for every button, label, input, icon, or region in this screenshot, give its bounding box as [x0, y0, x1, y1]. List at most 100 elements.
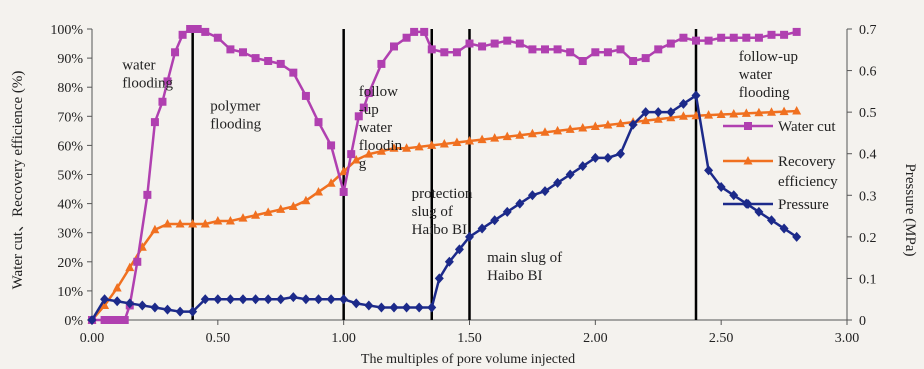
data-point: [654, 45, 663, 54]
data-point: [743, 199, 753, 209]
data-point: [678, 98, 688, 109]
data-point: [364, 89, 373, 98]
data-point: [578, 57, 587, 66]
data-point: [553, 45, 562, 54]
data-point: [678, 111, 688, 120]
annotation-line: water: [739, 67, 772, 83]
data-point: [364, 149, 374, 158]
data-point: [641, 107, 651, 118]
x-tick-label: 2.50: [709, 331, 734, 346]
data-point: [377, 59, 386, 68]
data-point: [188, 218, 198, 228]
data-point: [314, 186, 323, 196]
annotation-line: -up: [359, 102, 379, 118]
y-right-tick-label: 0.1: [859, 272, 877, 287]
data-point: [603, 120, 613, 129]
annotation-line: g: [359, 156, 367, 172]
data-point: [175, 306, 185, 317]
annotation-line: water: [359, 120, 392, 136]
data-point: [120, 316, 129, 324]
data-point: [478, 42, 487, 51]
annotation-line: floodin: [359, 138, 403, 154]
legend: Water cut Recovery efficiency Pressure: [723, 119, 838, 213]
data-point: [641, 54, 650, 63]
data-point: [717, 33, 726, 42]
data-point: [729, 108, 739, 118]
data-point: [704, 165, 714, 176]
data-point: [515, 198, 525, 209]
data-point: [226, 45, 235, 54]
data-point: [603, 48, 612, 57]
data-point: [666, 107, 676, 118]
y-left-tick-label: 0%: [64, 314, 83, 329]
data-point: [742, 33, 751, 42]
data-point: [137, 300, 147, 311]
data-point: [108, 316, 117, 324]
data-point: [163, 304, 172, 315]
data-point: [251, 294, 261, 305]
data-point: [741, 108, 751, 117]
data-point: [691, 90, 701, 101]
data-point: [376, 302, 386, 313]
y-left-tick-label: 50%: [57, 169, 83, 184]
axes: 0.00 0.50 1.00 1.50 2.00 2.50 3.000%10%20%30%4…: [50, 23, 876, 346]
data-point: [289, 68, 298, 77]
data-point: [339, 166, 349, 176]
y-right-tick-label: 0.5: [859, 106, 877, 121]
y-axis-right-title: Pressure (MPa): [902, 164, 918, 257]
data-point: [414, 141, 424, 151]
data-point: [327, 141, 336, 150]
data-point: [666, 39, 675, 48]
legend-label: Recovery efficiency: [778, 154, 838, 190]
data-point: [779, 106, 789, 116]
data-point: [704, 36, 713, 45]
data-point: [351, 298, 361, 309]
y-right-tick-label: 0.7: [859, 23, 877, 38]
data-point: [641, 115, 651, 125]
data-point: [629, 57, 638, 66]
data-point: [420, 27, 429, 36]
data-point: [376, 146, 386, 155]
data-point: [553, 125, 563, 135]
data-point: [565, 169, 575, 180]
data-point: [754, 107, 764, 117]
data-point: [490, 215, 500, 226]
data-point: [178, 30, 187, 39]
data-point: [264, 57, 273, 66]
data-point: [143, 190, 152, 199]
data-point: [163, 218, 172, 228]
y-left-tick-label: 20%: [57, 256, 83, 271]
data-point: [578, 122, 588, 132]
annotation-line: flooding: [739, 85, 790, 101]
data-point: [239, 48, 247, 57]
data-point: [276, 59, 285, 68]
data-point: [201, 27, 210, 36]
data-point: [767, 107, 776, 116]
data-point: [427, 302, 437, 313]
data-point: [716, 181, 726, 192]
data-point: [792, 231, 802, 242]
data-point: [326, 178, 336, 187]
data-point: [527, 190, 537, 201]
data-point: [301, 91, 310, 100]
y-left-tick-label: 10%: [57, 285, 83, 300]
series-line: [92, 27, 797, 322]
data-point: [225, 216, 235, 225]
data-point: [679, 33, 688, 42]
data-point: [402, 33, 411, 42]
data-point: [150, 118, 159, 127]
data-point: [780, 30, 789, 39]
annotation-line: slug of: [412, 204, 453, 220]
data-point: [354, 112, 363, 121]
y-left-tick-label: 60%: [57, 139, 83, 154]
y-right-tick-label: 0.6: [859, 65, 877, 80]
data-point: [616, 118, 625, 128]
data-point: [440, 48, 449, 57]
data-point: [603, 152, 613, 163]
data-point: [125, 262, 135, 272]
data-point: [288, 201, 298, 211]
data-point: [276, 204, 286, 213]
